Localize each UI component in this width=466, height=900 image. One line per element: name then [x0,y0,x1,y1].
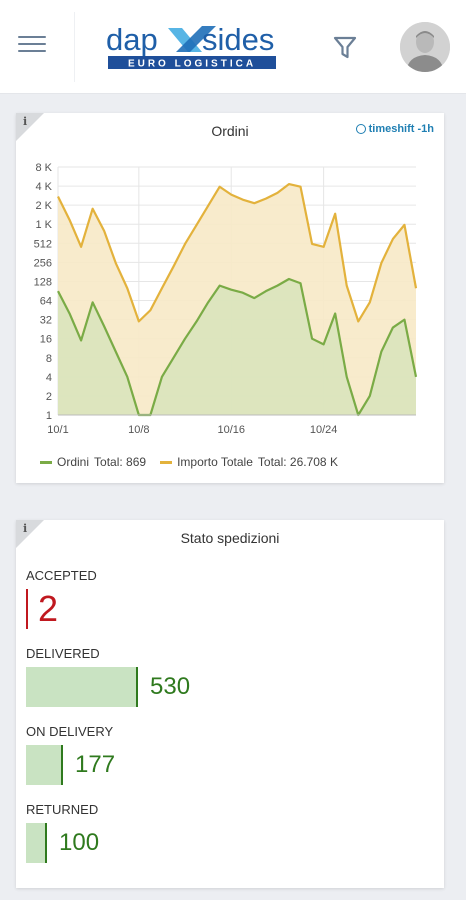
y-tick-label: 2 [46,391,52,403]
status-bar [26,667,138,707]
top-bar: dap sides EURO LOGISTICA [0,0,466,94]
orders-chart: 1 2 4 8 16 32 64 128 256 512 1 K 2 K 4 K 8 K 10/1 10/8 1… [34,162,418,436]
y-tick-label: 16 [40,334,52,346]
card-corner [16,520,44,548]
divider [74,12,75,82]
legend-item-ordini[interactable]: Ordini Total: 869 [40,455,146,469]
chart-title: Ordini [211,123,249,139]
dapsides-logo: dap sides EURO LOGISTICA [106,22,276,70]
status-row: 100 [26,823,99,863]
y-tick-label: 1 [46,410,52,422]
clock-icon [355,124,366,134]
status-value: 2 [38,588,59,629]
chart-legend: Ordini Total: 869 Importo Totale Total: … [40,455,338,469]
series-area [58,278,416,415]
status-row: 530 [26,667,190,707]
status-value: 177 [75,751,116,778]
status-row: 2 [26,589,97,629]
logo-text-right: sides [202,22,274,57]
status-label: ON DELIVERY [26,724,114,739]
status-bar [26,823,47,863]
menu-line [18,36,46,38]
x-tick-label: 10/1 [47,424,68,436]
status-returned[interactable]: RETURNED 100 [26,802,99,863]
hamburger-menu-icon[interactable] [18,36,48,58]
card-corner [16,113,44,141]
legend-total-importo: Total: 26.708 K [257,455,338,469]
info-icon[interactable]: i [23,522,28,535]
y-tick-label: 512 [34,238,52,250]
y-tick-label: 8 [46,353,52,365]
user-avatar[interactable] [400,22,450,72]
legend-label-importo: Importo Totale [177,455,253,469]
y-tick-label: 1 K [35,219,52,231]
status-value: 530 [150,673,191,700]
status-bar [26,745,63,785]
logo-text-left: dap [106,22,158,57]
y-tick-label: 128 [34,276,52,288]
status-label: ACCEPTED [26,568,97,583]
y-tick-label: 256 [34,257,52,269]
y-tick-label: 4 K [35,181,52,193]
y-tick-label: 32 [40,315,52,327]
series-line [57,277,418,417]
y-tick-label: 2 K [35,200,52,212]
timeshift-label: timeshift -1h [368,123,434,135]
series-line [57,183,418,323]
status-delivered[interactable]: DELIVERED 530 [26,646,190,707]
status-card-title: Stato spedizioni [180,530,280,546]
y-tick-label: 8 K [35,162,52,174]
legend-total-ordini: Total: 869 [94,455,147,469]
menu-line [18,43,46,45]
legend-label-ordini: Ordini [57,455,90,469]
y-tick-label: 4 [46,372,52,384]
info-icon[interactable]: i [23,115,28,128]
orders-chart-card: i Ordini timeshift -1h 1 2 4 8 16 32 64 128 256 5… [16,113,444,483]
legend-item-importo[interactable]: Importo Totale Total: 26.708 K [160,455,338,469]
timeshift-button[interactable]: timeshift -1h [355,123,434,135]
x-tick-label: 10/24 [310,424,338,436]
status-value: 100 [59,829,100,856]
filter-icon[interactable] [330,32,360,62]
user-avatar-icon [400,22,450,72]
status-row: 177 [26,745,115,785]
status-bar [26,589,28,629]
y-tick-label: 64 [40,296,52,308]
menu-line [18,50,46,52]
shipment-status-card: i Stato spedizioni ACCEPTED 2 DELIVERED … [16,520,444,888]
legend-swatch-importo [160,460,173,464]
legend-swatch-ordini [40,460,52,464]
status-on-delivery[interactable]: ON DELIVERY 177 [26,724,115,785]
status-label: DELIVERED [26,646,100,661]
x-tick-label: 10/8 [128,424,149,436]
status-label: RETURNED [26,802,99,817]
status-accepted[interactable]: ACCEPTED 2 [26,568,97,629]
logo-subtext: EURO LOGISTICA [128,59,256,70]
x-tick-label: 10/16 [217,424,245,436]
